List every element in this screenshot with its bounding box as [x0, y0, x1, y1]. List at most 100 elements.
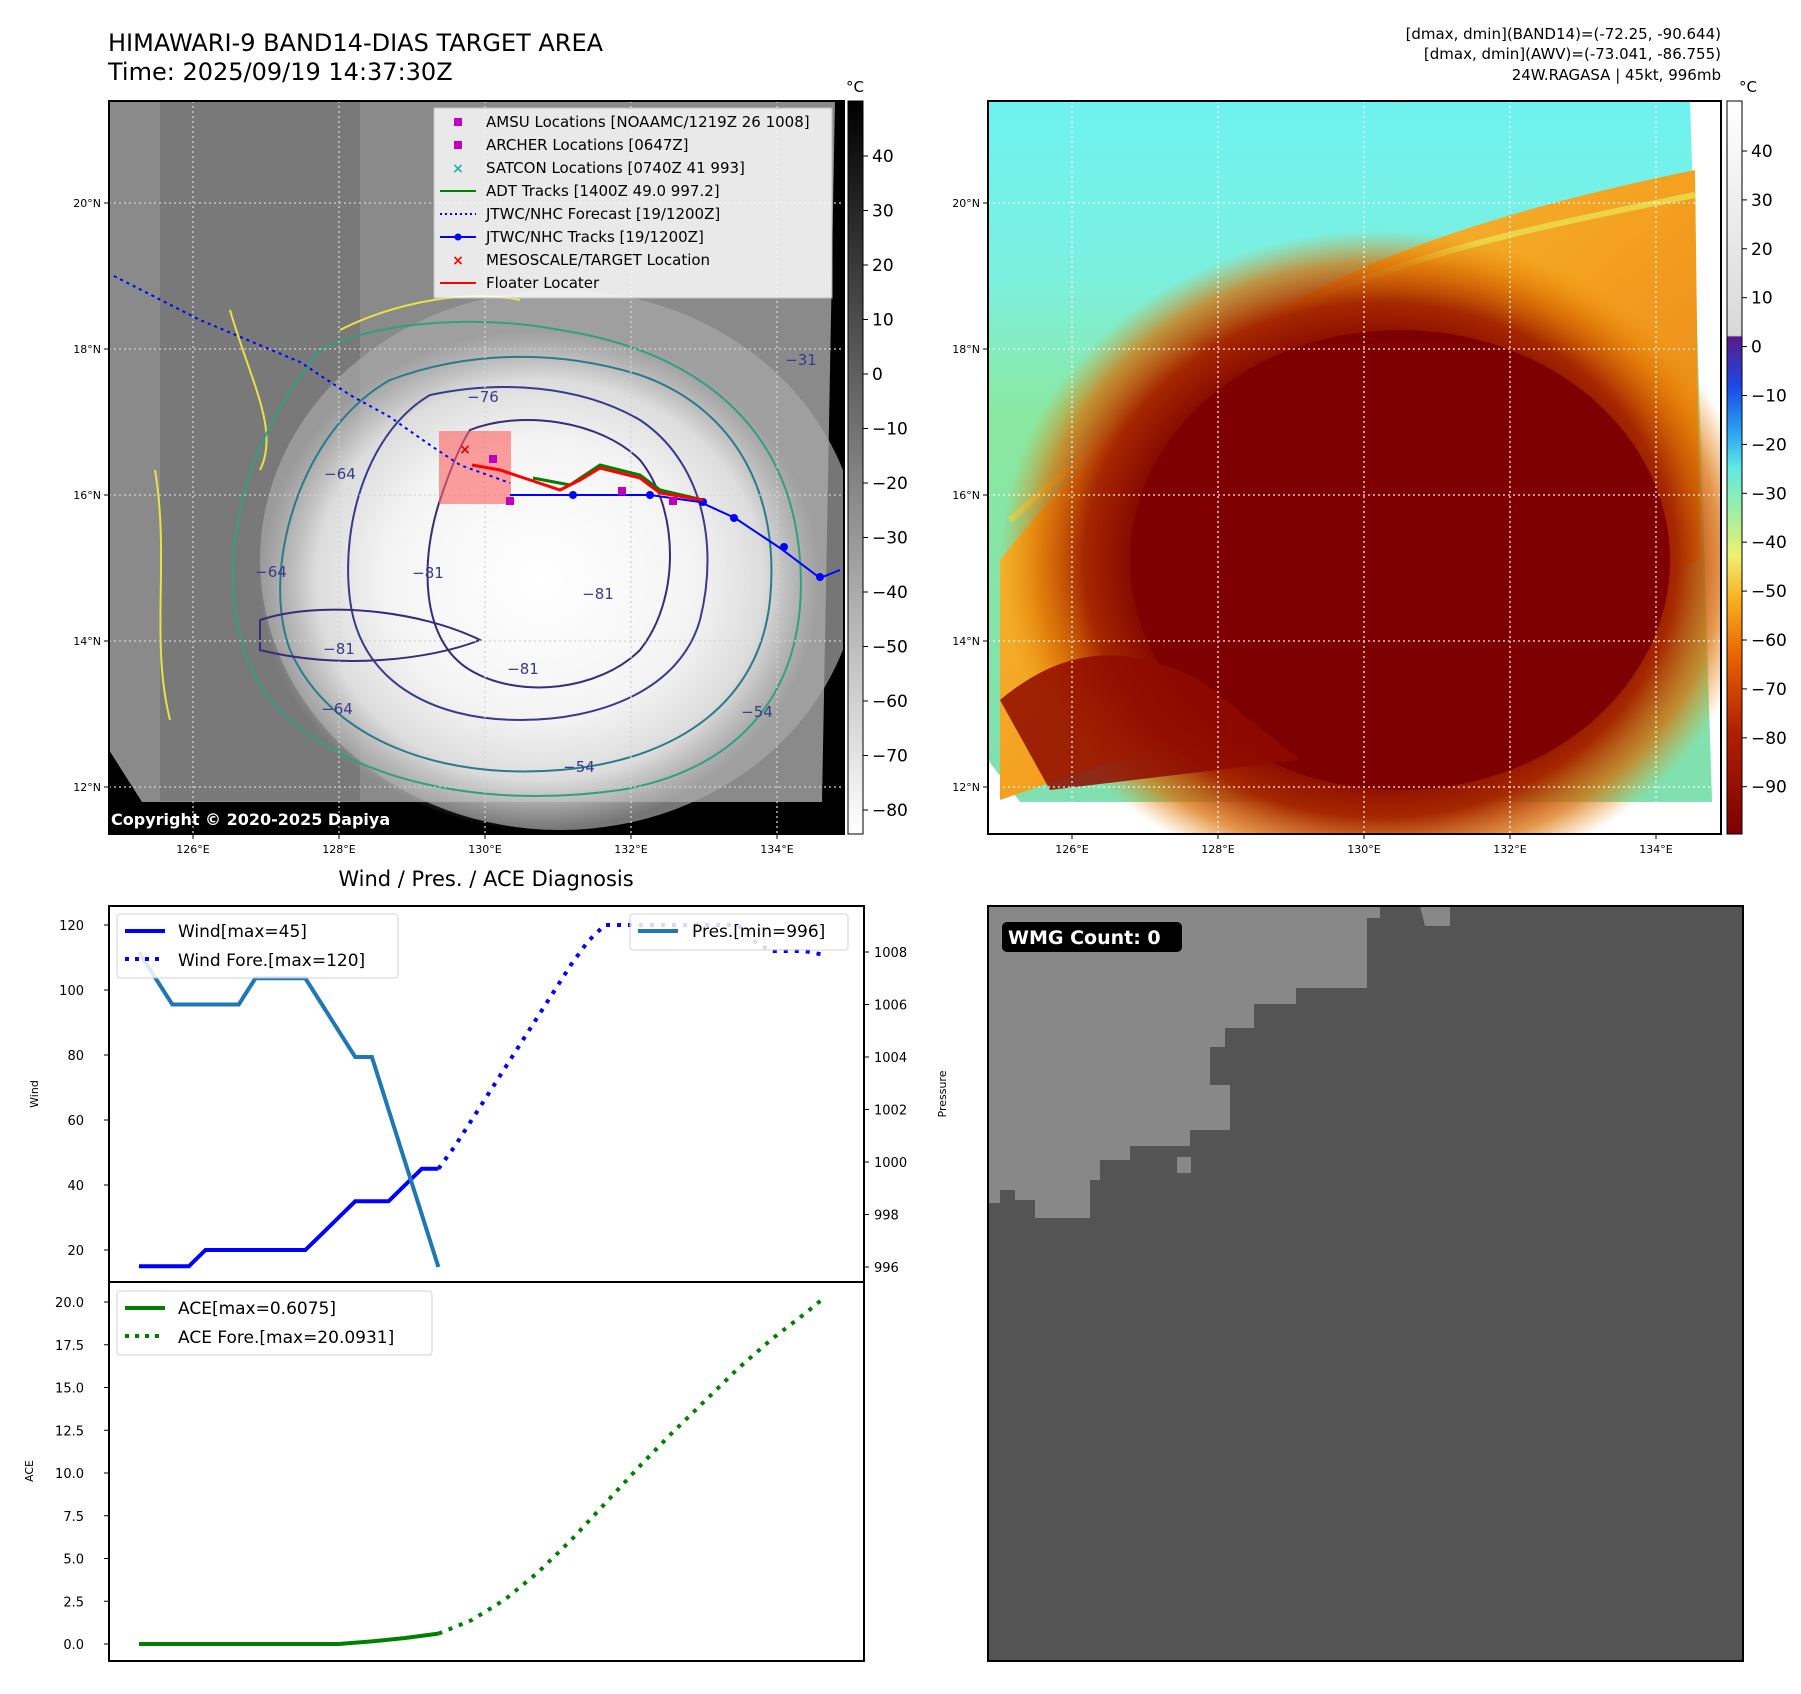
- best-track: [510, 494, 841, 580]
- left-colorbar: °C 40 30 20 10 0 −10 −20 −30 −40 −50 −60 −70 −80: [846, 78, 908, 835]
- legend-item-label: MESOSCALE/TARGET Location: [486, 251, 710, 269]
- lat-tick-label: 20°N: [73, 197, 101, 210]
- wmg-panel: WMG Count: 0: [987, 905, 1744, 1662]
- colorbar-tick-label: −10: [1751, 387, 1787, 407]
- ace-tick-label: 7.5: [63, 1510, 84, 1525]
- lon-tick-label: 130°E: [468, 843, 501, 856]
- wmg-count-badge: [1002, 922, 1182, 952]
- ace-tick-label: 5.0: [63, 1553, 84, 1568]
- colorbar-tick-label: −40: [1751, 533, 1787, 553]
- wind-legend: Wind[max=45] Wind Fore.[max=120]: [116, 913, 399, 979]
- lon-tick-label: 128°E: [1201, 843, 1234, 856]
- legend-wind-fore: Wind Fore.[max=120]: [178, 951, 365, 971]
- lon-tick-label: 132°E: [614, 843, 647, 856]
- left-map-legend: [433, 107, 833, 299]
- right-colorbar: °C 40 30 20 10 0 −10 −20 −30 −40 −50 −60 −70 −80 −90: [1726, 78, 1787, 835]
- figure-title: HIMAWARI-9 BAND14-DIAS TARGET AREA: [108, 29, 604, 57]
- lat-tick-label: 18°N: [73, 343, 101, 356]
- colorbar-tick-label: 20: [1751, 240, 1773, 260]
- svg-text:×: ×: [459, 442, 471, 458]
- ace-tick-label: 17.5: [55, 1339, 84, 1354]
- ace-panel: 20.0 17.5 15.0 12.5 10.0 7.5 5.0 2.5 0.0 ACE ACE…: [23, 1281, 865, 1662]
- figure-time: Time: 2025/09/19 14:37:30Z: [107, 58, 453, 86]
- copyright: Copyright © 2020-2025 Dapiya: [111, 810, 390, 829]
- lon-ticks-right: 126°E 128°E 130°E 132°E 134°E: [1055, 834, 1673, 856]
- pressure-tick-label: 1008: [874, 946, 907, 961]
- band14-range: [dmax, dmin](BAND14)=(-72.25, -90.644): [1406, 25, 1721, 43]
- colorbar-tick-label: 30: [872, 202, 894, 222]
- right-map: 20°N 18°N 16°N 14°N 12°N 126°E 128°E 130°E 132°…: [952, 100, 1722, 856]
- ace-series: [139, 1298, 823, 1646]
- colorbar-tick-label: −60: [872, 692, 908, 712]
- ace-ticks: 20.0 17.5 15.0 12.5 10.0 7.5 5.0 2.5 0.0: [55, 1296, 109, 1653]
- legend-item-label: ARCHER Locations [0647Z]: [486, 136, 689, 154]
- wind-panel: 120 100 80 60 40 20 1008 1006 1004 1002 1000 998 99…: [28, 905, 949, 1283]
- colorbar-tick-label: 10: [1751, 289, 1773, 309]
- lon-tick-label: 126°E: [176, 843, 209, 856]
- ace-line: [139, 1631, 439, 1646]
- lon-tick-label: 128°E: [322, 843, 355, 856]
- left-map: × Copyright © 2020-2025 Dapiya 20°N 18°N 1…: [73, 100, 845, 856]
- ace-tick-label: 12.5: [55, 1424, 84, 1439]
- ace-tick-label: 15.0: [55, 1382, 84, 1397]
- ace-tick-label: 20.0: [55, 1296, 84, 1311]
- colorbar-tick-label: −30: [872, 529, 908, 549]
- contour-label: −54: [563, 758, 595, 776]
- wind-ylabel: Wind: [28, 1080, 41, 1108]
- lat-tick-label: 20°N: [952, 197, 980, 210]
- ace-tick-label: 0.0: [63, 1638, 84, 1653]
- wind-left-ticks: 120 100 80 60 40 20: [59, 919, 109, 1259]
- lat-tick-label: 14°N: [952, 635, 980, 648]
- colorbar-tick-label: −70: [872, 747, 908, 767]
- legend-marker: [454, 141, 462, 149]
- legend-marker: ×: [452, 253, 464, 269]
- colorbar-tick-label: −10: [872, 420, 908, 440]
- legend-item-label: AMSU Locations [NOAAMC/1219Z 26 1008]: [486, 113, 810, 131]
- wind-tick-label: 120: [59, 919, 84, 934]
- pressure-tick-label: 1000: [874, 1156, 907, 1171]
- pressure-right-ticks: 1008 1006 1004 1002 1000 998 996: [864, 946, 907, 1276]
- colorbar-tick-label: 40: [1751, 142, 1773, 162]
- contour-label: −81: [323, 640, 355, 658]
- wind-line: [139, 1166, 439, 1269]
- legend-ace-fore: ACE Fore.[max=20.0931]: [178, 1328, 394, 1348]
- lat-tick-label: 12°N: [952, 781, 980, 794]
- lat-tick-label: 18°N: [952, 343, 980, 356]
- colorbar-tick-label: 0: [872, 365, 883, 385]
- ace-ylabel: ACE: [23, 1460, 36, 1482]
- pressure-tick-label: 1004: [874, 1051, 907, 1066]
- colorbar-tick-label: −40: [872, 583, 908, 603]
- pressure-ylabel: Pressure: [936, 1070, 949, 1117]
- pressure-tick-label: 1002: [874, 1104, 907, 1119]
- awv-range: [dmax, dmin](AWV)=(-73.041, -86.755): [1424, 45, 1721, 63]
- legend-marker: ×: [452, 161, 464, 177]
- mesoscale-box: [439, 431, 511, 504]
- ace-tick-label: 10.0: [55, 1467, 84, 1482]
- lat-ticks-right: 20°N 18°N 16°N 14°N 12°N: [952, 197, 988, 794]
- legend-pressure: Pres.[min=996]: [692, 922, 825, 942]
- contour-label: −81: [582, 585, 614, 603]
- lon-tick-label: 132°E: [1493, 843, 1526, 856]
- lat-tick-label: 16°N: [73, 489, 101, 502]
- colorbar-tick-label: −30: [1751, 484, 1787, 504]
- legend-wind: Wind[max=45]: [178, 922, 307, 942]
- colorbar-tick-label: −20: [872, 474, 908, 494]
- pressure-tick-label: 1006: [874, 999, 907, 1014]
- storm-info: 24W.RAGASA | 45kt, 996mb: [1512, 66, 1721, 84]
- legend-marker-dot: [454, 233, 462, 241]
- lat-ticks-left: 20°N 18°N 16°N 14°N 12°N: [73, 197, 109, 794]
- colorbar-tick-label: −80: [1751, 729, 1787, 749]
- lat-tick-label: 14°N: [73, 635, 101, 648]
- contour-label: −81: [412, 564, 444, 582]
- colorbar-tick-label: 0: [1751, 338, 1762, 358]
- colorbar-tick-label: 20: [872, 256, 894, 276]
- forecast-track: [113, 275, 511, 484]
- left-colorbar-unit: °C: [846, 78, 864, 96]
- colorbar-tick-label: 40: [872, 147, 894, 167]
- legend-item-label: ADT Tracks [1400Z 49.0 997.2]: [486, 182, 720, 200]
- wind-panel-title: Wind / Pres. / ACE Diagnosis: [338, 867, 633, 891]
- contour-label: −54: [741, 703, 773, 721]
- legend-marker: [454, 118, 462, 126]
- colorbar-tick-label: −50: [872, 638, 908, 658]
- ace-tick-label: 2.5: [63, 1595, 84, 1610]
